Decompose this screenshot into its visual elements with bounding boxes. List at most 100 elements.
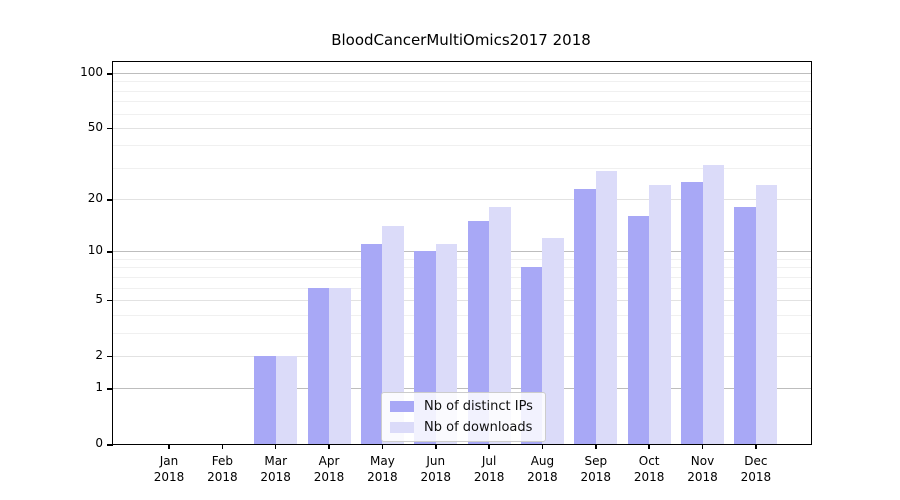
bar-sep-downloads: [595, 170, 618, 444]
bar-mar-distinct-ips: [254, 355, 276, 444]
x-axis-label-apr: Apr 2018: [294, 453, 364, 485]
x-label-year: 2018: [420, 470, 452, 484]
x-tick-may: [381, 444, 384, 449]
x-axis-label-jul: Jul 2018: [454, 453, 524, 485]
legend-row-downloads: Nb of downloads: [390, 420, 533, 435]
x-label-year: 2018: [687, 470, 718, 484]
legend: Nb of distinct IPs Nb of downloads: [381, 392, 546, 442]
bar-apr-downloads: [329, 287, 351, 444]
y-tick-10: [107, 251, 113, 253]
bar-oct-downloads: [649, 185, 671, 444]
x-label-month: Dec: [744, 454, 768, 468]
gridline-40: [113, 145, 811, 147]
x-label-month: Jun: [426, 454, 446, 468]
x-tick-dec: [755, 444, 757, 449]
bar-aug-downloads: [542, 237, 564, 444]
x-label-year: 2018: [260, 470, 291, 484]
gridline-9: [113, 258, 811, 260]
y-tick-20: [107, 199, 113, 201]
gridline-70: [113, 101, 811, 103]
x-label-year: 2018: [207, 470, 238, 484]
x-tick-jan: [168, 444, 170, 449]
y-tick-1: [107, 388, 113, 390]
gridline-4: [113, 314, 811, 316]
x-axis-label-mar: Mar 2018: [241, 453, 311, 485]
x-tick-oct: [648, 444, 650, 449]
gridline-3: [113, 332, 811, 334]
x-axis-label-sep: Sep 2018: [561, 453, 631, 485]
plot-area: 0 1 2 5 10 20 50 100 Jan 2018 Feb 2018 Mar 2018 Apr 201…: [80, 61, 812, 484]
x-axis-label-dec: Dec 2018: [721, 453, 791, 485]
x-label-month: Oct: [638, 454, 660, 468]
y-axis-label-100: 100: [80, 65, 103, 79]
bar-dec-downloads: [755, 185, 778, 444]
gridline-6: [113, 287, 811, 289]
gridline-50: [113, 127, 811, 129]
x-tick-nov: [701, 444, 704, 449]
gridline-90: [113, 81, 811, 83]
legend-label-downloads: Nb of downloads: [424, 420, 533, 435]
bar-jul-downloads: [489, 207, 511, 444]
y-axis-label-50: 50: [87, 119, 103, 134]
y-axis-label-0: 0: [95, 436, 103, 450]
bar-may-distinct-ips: [360, 244, 383, 444]
x-tick-jun: [435, 444, 437, 449]
x-label-month: May: [369, 454, 395, 468]
gridline-2: [113, 355, 811, 357]
x-label-year: 2018: [367, 470, 398, 484]
x-tick-apr: [328, 444, 330, 449]
y-axis-label-2: 2: [95, 347, 103, 362]
x-label-month: Aug: [530, 454, 555, 468]
gridline-80: [113, 90, 811, 92]
x-label-month: Jul: [481, 454, 497, 468]
bar-jul-distinct-ips: [467, 221, 490, 444]
x-axis-label-jan: Jan 2018: [134, 453, 204, 485]
bar-dec-distinct-ips: [734, 207, 756, 444]
x-label-year: 2018: [527, 470, 558, 484]
x-axis-label-may: May 2018: [347, 453, 417, 485]
y-tick-0: [107, 444, 113, 446]
gridline-60: [113, 113, 811, 115]
bar-mar-downloads: [275, 355, 298, 444]
bar-nov-distinct-ips: [681, 182, 703, 444]
legend-row-distinct-ips: Nb of distinct IPs: [390, 399, 533, 414]
x-label-month: Apr: [318, 454, 340, 468]
x-label-year: 2018: [153, 470, 185, 484]
x-label-year: 2018: [740, 470, 772, 484]
x-tick-jul: [488, 444, 490, 449]
x-tick-feb: [221, 444, 224, 449]
x-tick-mar: [274, 444, 277, 449]
x-axis-label-oct: Oct 2018: [614, 453, 684, 485]
x-label-month: Nov: [690, 454, 715, 468]
y-tick-5: [107, 299, 113, 302]
gridline-30: [113, 167, 811, 169]
bar-sep-distinct-ips: [574, 188, 596, 444]
gridline-7: [113, 276, 811, 278]
x-label-month: Sep: [584, 454, 608, 468]
y-axis-label-10: 10: [87, 243, 103, 258]
x-label-month: Mar: [264, 454, 287, 468]
bar-apr-distinct-ips: [307, 287, 330, 444]
bar-nov-downloads: [702, 165, 724, 444]
legend-label-distinct-ips: Nb of distinct IPs: [424, 399, 533, 414]
x-axis-label-aug: Aug 2018: [507, 453, 577, 485]
x-axis-label-jun: Jun 2018: [401, 453, 471, 485]
y-tick-50: [107, 127, 113, 130]
x-axis-label-feb: Feb 2018: [187, 453, 257, 485]
x-tick-sep: [595, 444, 597, 449]
gridline-100: [113, 73, 811, 74]
x-label-year: 2018: [580, 470, 612, 484]
x-label-month: Jan: [159, 454, 179, 468]
legend-swatch-downloads: [390, 422, 414, 433]
gridline-5: [113, 299, 811, 301]
chart-title: BloodCancerMultiOmics2017 2018: [331, 31, 591, 49]
bar-may-downloads: [382, 226, 404, 444]
x-axis-label-nov: Nov 2018: [668, 453, 738, 485]
x-label-month: Feb: [211, 454, 233, 468]
gridline-1: [113, 388, 811, 390]
y-axis-label-5: 5: [95, 291, 103, 306]
gridline-10: [113, 251, 811, 253]
x-tick-aug: [541, 444, 544, 449]
y-tick-100: [107, 73, 113, 75]
